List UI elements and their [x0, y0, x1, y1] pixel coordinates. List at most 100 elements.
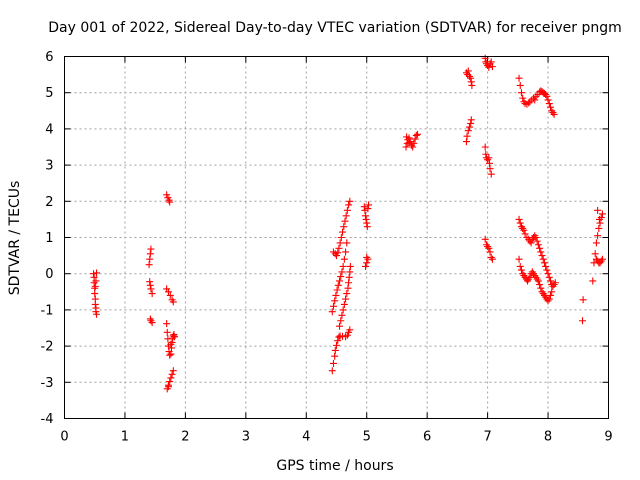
data-point [163, 191, 171, 199]
data-point [344, 284, 352, 292]
data-point [146, 278, 154, 286]
data-point [532, 234, 540, 241]
data-point [467, 78, 475, 86]
data-point [341, 217, 349, 225]
data-point [340, 223, 348, 231]
data-point [145, 261, 153, 269]
data-point [338, 311, 346, 319]
data-point [411, 135, 419, 143]
x-axis-label: GPS time / hours [276, 458, 393, 474]
data-point [543, 92, 551, 100]
data-point [591, 250, 599, 258]
data-point [467, 119, 475, 127]
data-point [488, 63, 496, 71]
data-point [598, 255, 606, 263]
data-point [328, 367, 336, 375]
data-point [539, 255, 547, 263]
data-point [405, 139, 413, 147]
data-point [169, 367, 177, 375]
data-point [598, 210, 606, 218]
data-point [339, 306, 347, 314]
data-point [164, 335, 172, 343]
data-point [544, 96, 552, 104]
data-point [410, 139, 418, 147]
plot-frame [64, 56, 609, 419]
data-point [343, 206, 351, 214]
data-point [343, 290, 351, 298]
data-point [595, 215, 603, 223]
data-point [364, 205, 372, 213]
data-point [596, 219, 604, 227]
data-point [166, 291, 174, 299]
data-point [579, 317, 587, 325]
data-point [412, 131, 420, 139]
data-point [481, 54, 489, 62]
data-point [536, 244, 544, 252]
y-tick-label: 3 [45, 159, 53, 174]
data-point [346, 268, 354, 276]
data-point [465, 123, 473, 131]
data-point [337, 273, 345, 281]
data-point [544, 270, 552, 278]
data-point [546, 291, 554, 299]
data-point [534, 241, 542, 249]
data-point [481, 143, 489, 151]
data-point [360, 203, 368, 211]
data-point [163, 320, 171, 328]
data-point [93, 310, 101, 318]
data-point [515, 215, 523, 223]
data-point [362, 212, 370, 220]
data-point [413, 130, 421, 138]
data-point [331, 297, 339, 305]
data-point [546, 103, 554, 111]
data-point [409, 143, 417, 151]
data-point [343, 239, 351, 247]
x-tick-label: 7 [483, 430, 491, 445]
data-point [338, 268, 346, 276]
data-point [148, 319, 156, 327]
data-point [363, 223, 371, 231]
data-point [365, 201, 373, 209]
data-point [487, 58, 495, 66]
data-point [167, 374, 175, 382]
data-point [595, 224, 603, 232]
data-point [538, 252, 546, 260]
y-tick-label: -1 [41, 303, 54, 318]
data-point [166, 351, 174, 359]
x-tick-label: 5 [363, 430, 371, 445]
data-point [166, 378, 174, 386]
y-axis-label: SDTVAR / TECUs [7, 181, 23, 296]
data-point [486, 165, 494, 173]
data-point [339, 262, 347, 270]
data-point [485, 63, 493, 71]
chart-title: Day 001 of 2022, Sidereal Day-to-day VTE… [48, 20, 622, 36]
data-point [545, 273, 553, 281]
data-point [342, 248, 350, 256]
data-point [464, 127, 472, 135]
data-point [164, 288, 172, 296]
y-tick-label: 1 [45, 231, 53, 246]
data-point [521, 230, 529, 238]
data-point [548, 288, 556, 296]
data-point [517, 266, 525, 274]
data-point [546, 277, 554, 285]
data-point [91, 300, 99, 308]
data-point [167, 344, 175, 352]
data-point [525, 99, 533, 107]
data-point [342, 212, 350, 220]
data-point [482, 150, 490, 158]
data-point [402, 143, 410, 151]
data-point [468, 81, 476, 89]
data-point [331, 346, 339, 354]
data-point [551, 279, 559, 287]
data-point [463, 132, 471, 140]
data-point [168, 370, 176, 378]
data-point [146, 250, 154, 258]
data-point [545, 100, 553, 108]
y-tick-label: 2 [45, 195, 53, 210]
data-point [148, 290, 156, 298]
data-point [550, 110, 558, 118]
data-point [362, 215, 370, 223]
data-point [579, 296, 587, 304]
